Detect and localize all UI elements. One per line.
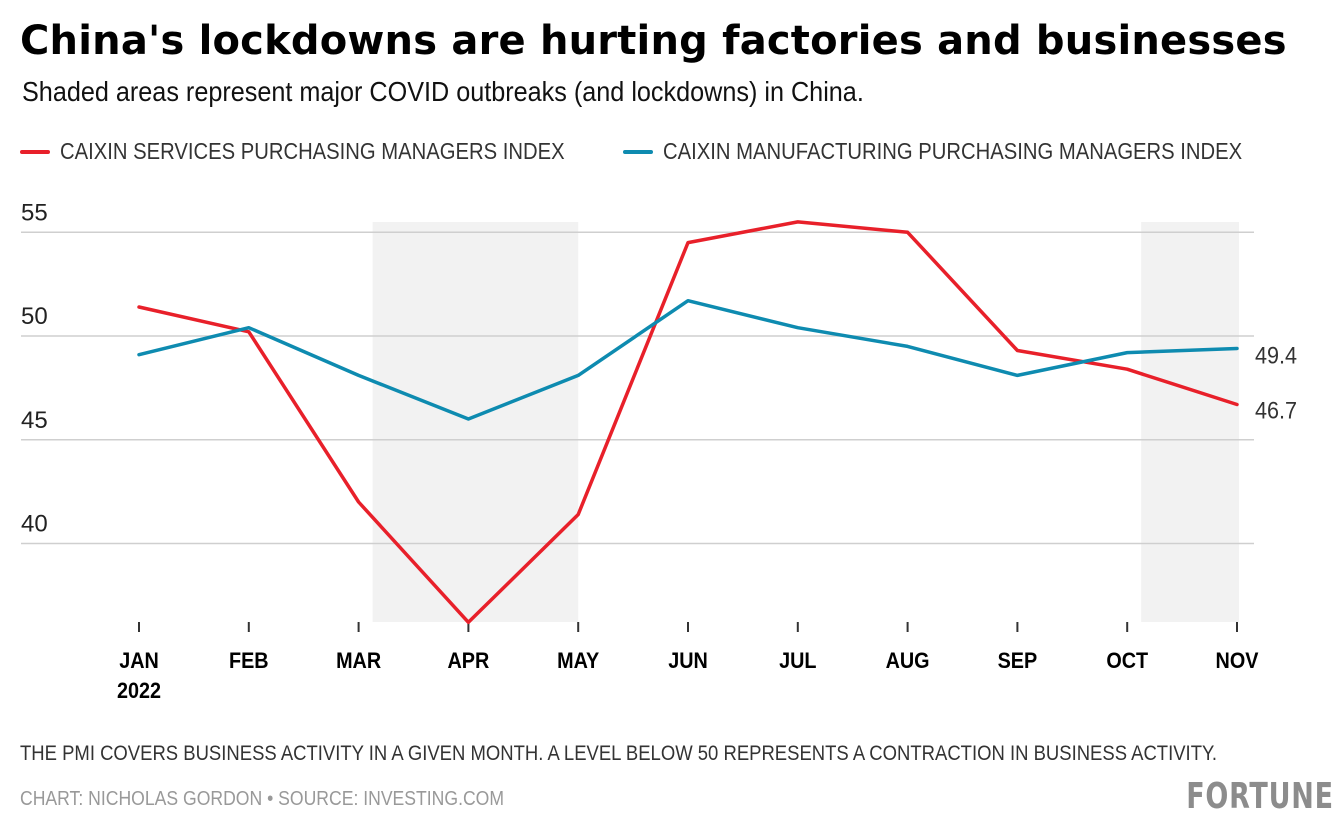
x-tick-label-jul: JUL — [779, 649, 817, 673]
y-tick-label-55: 55 — [21, 199, 48, 226]
series-lines — [137, 220, 1239, 625]
fortune-logo: FORTUNE — [1186, 776, 1334, 817]
y-axis-labels: 40 45 50 55 — [21, 199, 48, 537]
chart-subtitle: Shaded areas represent major COVID outbr… — [22, 76, 864, 107]
y-tick-label-50: 50 — [21, 303, 48, 330]
legend-swatch-services — [20, 149, 50, 154]
x-tick-label-feb: FEB — [229, 649, 269, 673]
x-tick-sublabel-jan: 2022 — [117, 679, 161, 703]
shaded-regions — [372, 222, 1239, 622]
legend-label-services: CAIXIN SERVICES PURCHASING MANAGERS INDE… — [60, 138, 565, 164]
line-chart: 40 45 50 55 JAN 2022 FEB MAR APR MAY JUN JUL AUG SEP… — [21, 199, 1297, 703]
legend-item-services: CAIXIN SERVICES PURCHASING MANAGERS INDE… — [20, 138, 633, 165]
x-tick-label-nov: NOV — [1216, 649, 1259, 673]
x-tick-label-may: MAY — [557, 649, 599, 673]
legend-item-manufacturing: CAIXIN MANUFACTURING PURCHASING MANAGERS… — [623, 138, 1321, 165]
services-pmi-line — [137, 220, 1239, 625]
x-tick-label-aug: AUG — [886, 649, 930, 673]
x-axis: JAN 2022 FEB MAR APR MAY JUN JUL AUG SEP OCT NOV — [117, 622, 1258, 703]
x-tick-label-apr: APR — [448, 649, 490, 673]
x-tick-label-oct: OCT — [1106, 649, 1148, 673]
legend-swatch-manufacturing — [623, 149, 654, 154]
y-tick-label-45: 45 — [21, 407, 48, 434]
chart-title: China's lockdowns are hurting factories … — [20, 18, 1287, 64]
lockdown-shade-2 — [1141, 222, 1239, 622]
services-end-label: 46.7 — [1255, 396, 1297, 423]
legend: CAIXIN SERVICES PURCHASING MANAGERS INDE… — [20, 138, 1338, 165]
x-tick-label-sep: SEP — [998, 649, 1038, 673]
lockdown-shade-1 — [372, 222, 579, 622]
y-tick-label-40: 40 — [21, 511, 48, 538]
x-tick-label-jan: JAN — [119, 649, 159, 673]
x-tick-label-jun: JUN — [668, 649, 708, 673]
credit-line: CHART: NICHOLAS GORDON • SOURCE: INVESTI… — [20, 788, 505, 810]
gridlines — [21, 231, 1254, 545]
end-labels: 46.7 49.4 — [1255, 341, 1297, 423]
footnote: THE PMI COVERS BUSINESS ACTIVITY IN A GI… — [20, 742, 1218, 765]
manufacturing-end-label: 49.4 — [1255, 341, 1297, 368]
x-tick-label-mar: MAR — [336, 649, 381, 673]
legend-label-manufacturing: CAIXIN MANUFACTURING PURCHASING MANAGERS… — [663, 138, 1243, 164]
